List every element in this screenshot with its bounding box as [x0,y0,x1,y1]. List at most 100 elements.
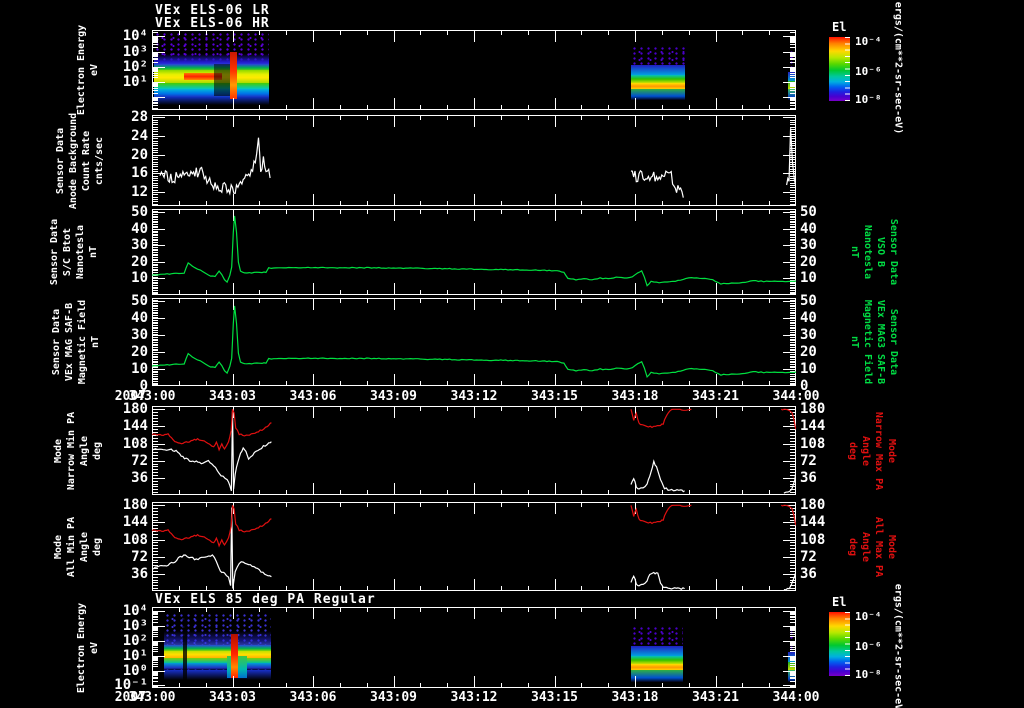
panel-sc_btot [152,209,796,295]
y-tick-label-right: 108 [800,435,826,452]
colorbar-title-top: El [832,20,847,34]
trace-narrow_min_pa [783,470,796,494]
x-tick-label: 343:03 [209,690,256,705]
y-tick-label: 180 [122,401,148,418]
trace-btot [152,215,796,287]
trace-all_max_pa [780,504,796,526]
y-axis-label-els_85deg: Electron Energy eV [76,602,100,693]
x-tick-label: 343:00 [128,389,176,404]
y-axis-label-sc_btot: Sensor Data S/C Btot Nanotesla nT [49,218,99,286]
colorbar-tick-label: 10⁻⁶ [855,639,882,653]
colorbar-tick-label: 10⁻⁴ [855,610,882,624]
y-tick-label: 30 [131,237,148,254]
spectrogram-band [230,52,237,99]
spectrogram-band [154,82,269,90]
y-tick-label-right: 30 [800,327,817,344]
trace-narrow_max_pa [630,408,692,429]
y-tick-label: 16 [131,165,148,182]
y-tick-label: 24 [131,128,148,144]
y-tick-label: 10¹ [122,73,148,90]
y-tick-label: 10 [131,361,148,378]
y-tick-label-right: 10 [800,361,817,378]
panel-axes-els_85deg [152,607,796,688]
spectrogram-band [154,54,269,66]
trace-all_max_pa [152,505,272,548]
x-tick-label: 343:06 [289,690,337,705]
y-tick-label: 50 [131,204,148,221]
y-tick-label-right: 72 [800,452,817,469]
panel-axes-pa_narrow [152,406,796,495]
y-tick-label-right: 10 [800,270,817,287]
y-axis-label-anode_background: Sensor Data Anode Background Count Rate … [55,112,105,209]
trace-narrow_max_pa [152,409,272,452]
x-tick-label: 343:18 [611,389,659,404]
flux-units-label-top: ergs/(cm**2-sr-sec-eV) [892,1,904,135]
spectrogram-band [630,46,685,69]
colorbar-ticks [845,612,850,676]
y-tick-label: 20 [131,344,148,361]
x-tick-label: 343:09 [370,389,417,404]
colorbar-tick-label: 10⁻⁴ [855,35,882,49]
x-tick-label: 343:15 [531,389,578,404]
spectrogram-band [164,645,272,651]
colorbar-ticks [845,37,850,101]
colorbar-title-bottom: El [832,595,847,609]
y-tick-label: 10⁴ [122,28,148,45]
y-tick-label-right: 108 [800,531,826,548]
colorbar-tick-label: 10⁻⁸ [855,667,882,681]
spectrogram-band [787,89,796,101]
trace-all_min_pa [783,570,796,591]
year-label-bottom-axis: 2007 [114,690,146,705]
spectrogram-band [154,97,269,106]
y-axis-right-label-mag_saf_b: Sensor Data VEx MAG3 SAF-B Magnetic Fiel… [849,299,899,385]
x-tick-label: 343:06 [289,389,337,404]
y-tick-label-right: 20 [800,344,817,361]
y-tick-label-right: 50 [800,293,817,310]
panel-anode_background [152,115,796,206]
y-tick-label: 20 [131,253,148,270]
x-tick-label: 344:00 [772,690,820,705]
trace-count_rate [159,137,271,196]
spectrogram-band [213,63,230,96]
y-tick-label: 36 [131,565,148,582]
y-tick-label: 144 [122,418,148,435]
x-tick-label: 343:12 [450,690,498,705]
flux-units-label-bottom: ergs/(cm**2-sr-sec-eV) [892,583,904,708]
panel-axes-pa_all [152,502,796,591]
x-tick-label: 343:09 [370,690,417,705]
spectrogram-band [231,633,238,679]
panel-pa_narrow [152,406,796,495]
trace-count_rate [630,169,684,198]
spectrogram-band [154,89,269,98]
y-tick-label: 72 [131,548,148,565]
y-tick-label: 20 [131,146,148,163]
panel-mag_saf_b [152,298,796,386]
spectrogram-band [630,663,684,671]
trace-mag_b [152,305,796,379]
y-tick-label: 10⁴ [122,603,148,620]
y-axis-right-label-sc_btot: Sensor Data VSO B Nanotesla nT [849,218,899,286]
y-tick-label-right: 180 [800,497,826,514]
y-axis-label-pa_narrow: Mode Narrow Min PA Angle deg [53,411,103,490]
x-tick-label: 343:21 [692,389,739,404]
y-tick-label: 108 [122,531,148,548]
y-tick-label: 10 [131,270,148,287]
x-tick-label: 343:15 [531,690,578,705]
spectrogram-band [630,670,684,682]
x-tick-label: 343:18 [611,690,659,705]
trace-narrow_min_pa [630,459,685,493]
y-axis-label-mag_saf_b: Sensor Data VEx MAG SAF-B Magnetic Field… [51,299,101,385]
x-tick-label: 343:03 [209,389,256,404]
y-tick-label: 30 [131,327,148,344]
spectrogram-band [630,74,685,83]
y-tick-label: 12 [131,184,148,200]
y-tick-label: 10³ [122,43,148,60]
spectrogram-band [630,645,684,656]
panel7-title: VEx ELS 85 deg PA Regular [155,592,376,607]
y-tick-label-right: 72 [800,548,817,565]
panel1-title-lr: VEx ELS-06 LR [155,3,270,18]
panel-axes-sc_btot [152,209,796,295]
panel-pa_all [152,502,796,591]
y-tick-label: 10⁻¹ [114,677,148,694]
y-tick-label: 50 [131,293,148,310]
